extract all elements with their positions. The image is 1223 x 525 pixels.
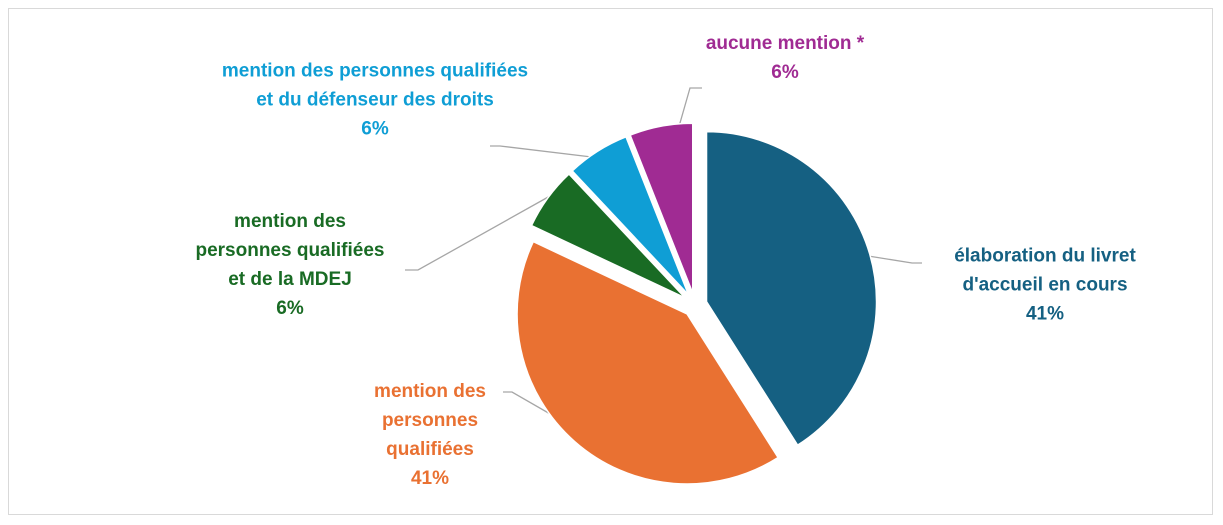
data-label: mention des personnes qualifiées 41%: [340, 377, 520, 493]
leader-line: [677, 87, 702, 131]
category-label: mention des personnes qualifiées et du d…: [221, 60, 529, 111]
value-label: 41%: [1025, 303, 1065, 325]
category-label: élaboration du livret d'accueil en cours: [954, 245, 1136, 296]
leader-line: [405, 195, 551, 271]
value-label: 6%: [771, 62, 799, 83]
leader-line: [490, 145, 601, 159]
value-label: 41%: [410, 468, 450, 489]
pie-slice: [516, 240, 780, 485]
category-label: aucune mention *: [705, 33, 865, 54]
value-label: 6%: [276, 298, 304, 319]
data-label: élaboration du livret d'accueil en cours…: [940, 242, 1150, 329]
data-label: aucune mention * 6%: [655, 29, 915, 87]
value-label: 6%: [361, 118, 389, 140]
pie-slice: [530, 172, 686, 299]
data-label: mention des personnes qualifiées et de l…: [185, 207, 395, 323]
category-label: mention des personnes qualifiées et de l…: [195, 211, 385, 290]
category-label: mention des personnes qualifiées: [374, 381, 486, 460]
pie-slice: [629, 122, 694, 294]
pie-slice: [571, 135, 690, 296]
leader-line: [861, 254, 922, 264]
chart-frame: [8, 8, 1213, 515]
data-label: mention des personnes qualifiées et du d…: [220, 57, 530, 144]
pie-slice: [705, 130, 878, 447]
